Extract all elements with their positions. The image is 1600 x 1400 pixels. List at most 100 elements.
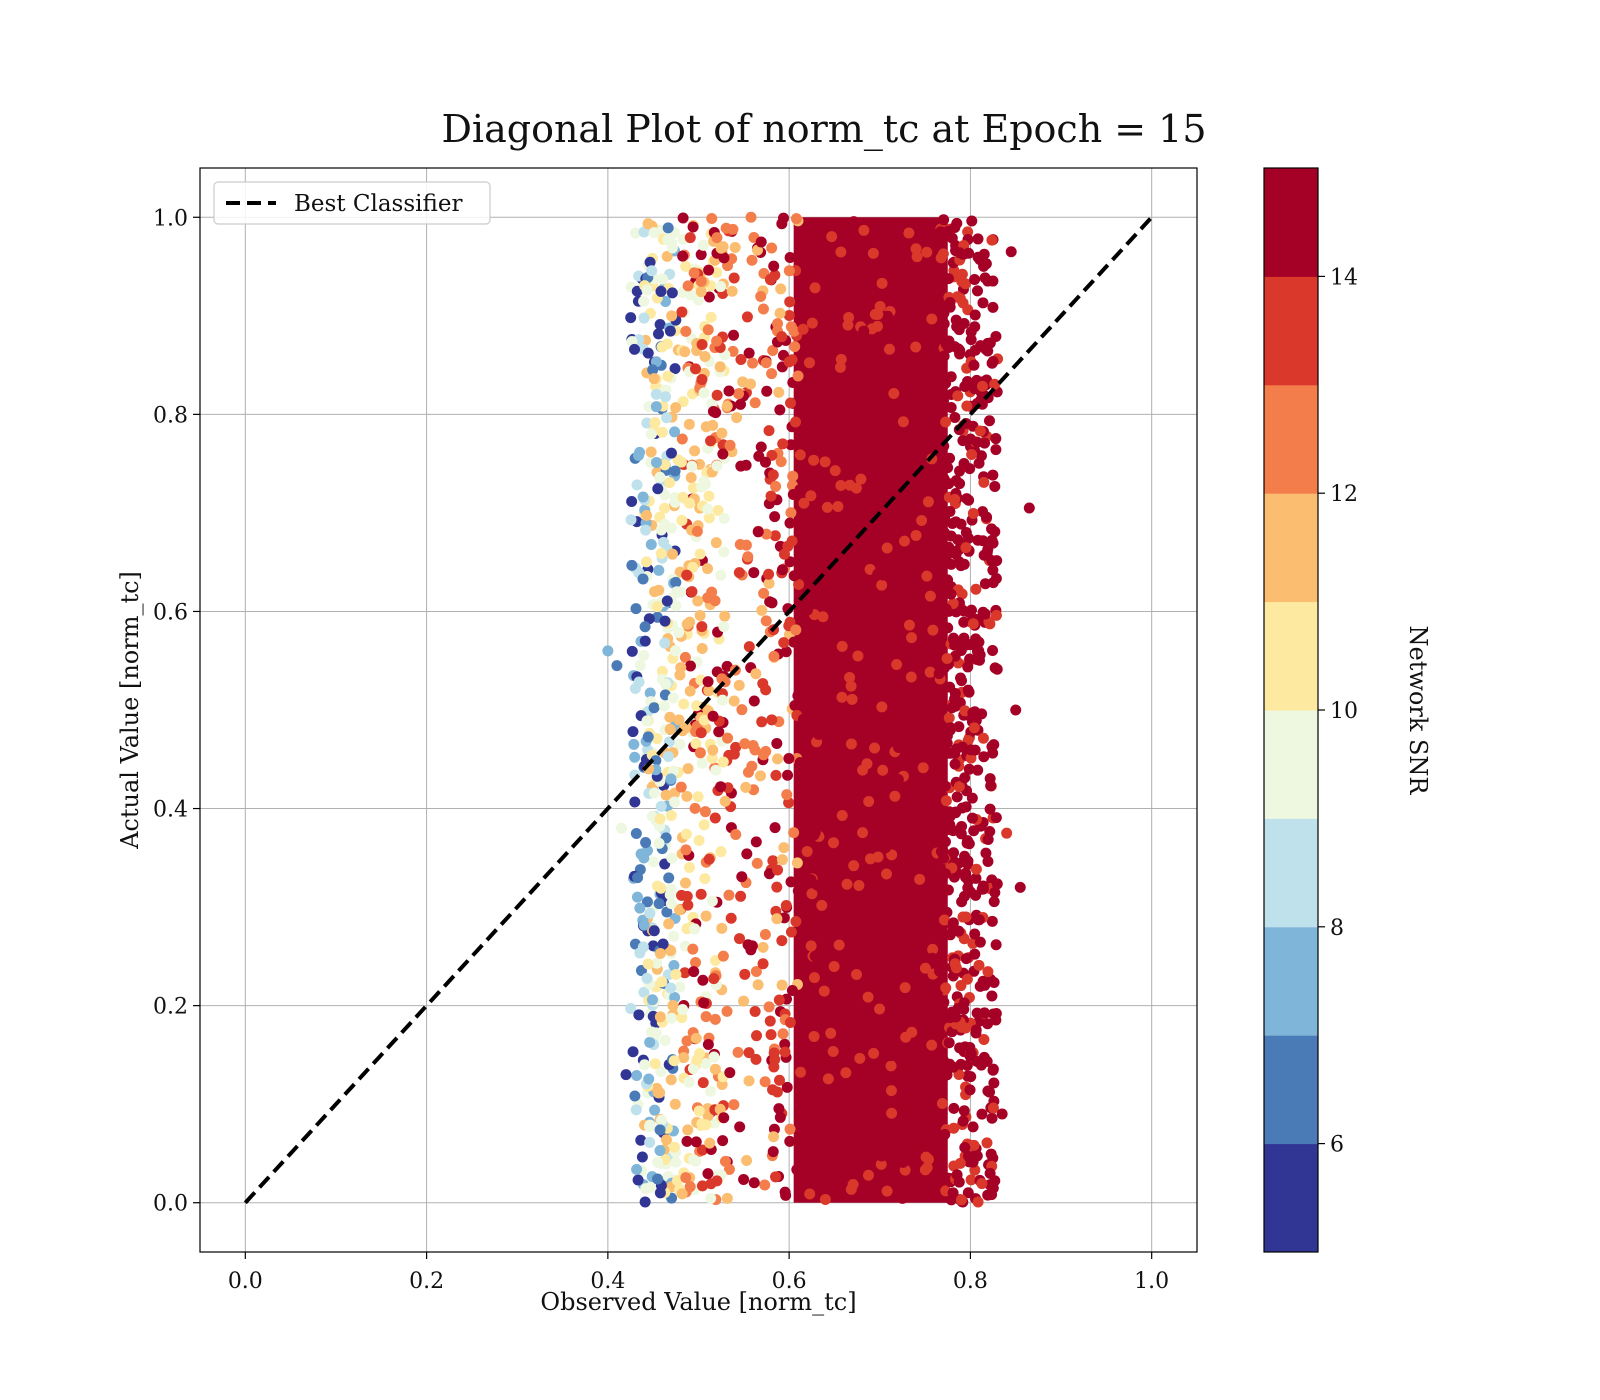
scatter-point	[668, 930, 680, 942]
scatter-point	[703, 291, 715, 303]
scatter-point	[794, 484, 806, 496]
scatter-point	[721, 1192, 733, 1204]
scatter-point	[809, 950, 821, 962]
plot-frame	[199, 167, 1198, 1253]
scatter-point	[957, 1115, 969, 1127]
scatter-point	[696, 339, 708, 351]
scatter-point	[897, 1156, 909, 1168]
scatter-point	[700, 421, 712, 433]
scatter-point	[960, 911, 972, 923]
y-tick-label: 0.8	[153, 403, 188, 428]
scatter-point	[789, 341, 801, 353]
scatter-point	[631, 1070, 643, 1082]
scatter-point	[677, 396, 689, 408]
scatter-point	[836, 691, 848, 703]
scatter-point	[712, 504, 724, 516]
scatter-point	[942, 574, 954, 586]
scatter-point	[697, 1077, 709, 1089]
scatter-point	[960, 542, 972, 554]
scatter-point	[898, 699, 910, 711]
scatter-point	[690, 1155, 702, 1167]
scatter-point	[816, 899, 828, 911]
scatter-point	[972, 1196, 984, 1208]
scatter-point	[970, 1027, 982, 1039]
scatter-point	[776, 935, 788, 947]
scatter-point	[885, 1060, 897, 1072]
scatter-point	[771, 737, 783, 749]
scatter-point	[656, 976, 668, 988]
colorbar-tick-label: 10	[1330, 699, 1358, 724]
scatter-point	[962, 1187, 974, 1199]
scatter-point	[700, 1058, 712, 1070]
scatter-point	[684, 232, 696, 244]
scatter-point	[851, 968, 863, 980]
scatter-point	[611, 660, 623, 672]
scatter-point	[963, 247, 975, 259]
scatter-point	[783, 356, 795, 368]
scatter-point	[702, 324, 714, 336]
scatter-point	[755, 441, 767, 453]
scatter-point	[783, 309, 795, 321]
scatter-point	[665, 883, 677, 895]
scatter-point	[817, 544, 829, 556]
scatter-point	[665, 982, 677, 994]
scatter-point	[757, 303, 769, 315]
scatter-point	[939, 662, 951, 674]
scatter-point	[891, 659, 903, 671]
scatter-point	[709, 1013, 721, 1025]
scatter-point	[797, 323, 809, 335]
scatter-point	[766, 242, 778, 254]
scatter-point	[769, 511, 781, 523]
scatter-point	[846, 693, 858, 705]
scatter-point	[901, 336, 913, 348]
scatter-point	[763, 568, 775, 580]
scatter-point	[827, 1045, 839, 1057]
scatter-point	[953, 324, 965, 336]
scatter-point	[968, 637, 980, 649]
scatter-point	[656, 341, 668, 353]
scatter-point	[941, 549, 953, 561]
scatter-point	[778, 548, 790, 560]
scatter-point	[948, 871, 960, 883]
scatter-point	[990, 609, 1002, 621]
scatter-point	[989, 378, 1001, 390]
scatter-point	[668, 960, 680, 972]
scatter-point	[721, 400, 733, 412]
scatter-point	[772, 864, 784, 876]
scatter-point	[926, 1039, 938, 1051]
scatter-point	[951, 1169, 963, 1181]
scatter-point	[785, 397, 797, 409]
scatter-point	[821, 501, 833, 513]
scatter-point	[889, 463, 901, 475]
scatter-point	[647, 364, 659, 376]
scatter-point	[809, 282, 821, 294]
scatter-point	[959, 1142, 971, 1154]
scatter-point	[907, 1142, 919, 1154]
scatter-point	[674, 738, 686, 750]
scatter-point	[676, 514, 688, 526]
scatter-point	[892, 774, 904, 786]
scatter-point	[943, 1037, 955, 1049]
scatter-point	[969, 744, 981, 756]
scatter-point	[683, 861, 695, 873]
scatter-point	[835, 480, 847, 492]
scatter-point	[982, 337, 994, 349]
colorbar-tick-label: 14	[1330, 265, 1358, 290]
scatter-point	[741, 1155, 753, 1167]
scatter-point	[953, 781, 965, 793]
scatter-point	[718, 621, 730, 633]
scatter-point	[731, 412, 743, 424]
scatter-point	[989, 887, 1001, 899]
scatter-point	[952, 390, 964, 402]
scatter-point	[806, 888, 818, 900]
scatter-point	[747, 357, 759, 369]
scatter-point	[950, 743, 962, 755]
scatter-point	[720, 222, 732, 234]
scatter-point	[974, 980, 986, 992]
scatter-point	[679, 346, 691, 358]
scatter-point	[642, 731, 654, 743]
scatter-point	[785, 507, 797, 519]
scatter-point	[648, 702, 660, 714]
scatter-point	[640, 524, 652, 536]
scatter-point	[673, 714, 685, 726]
